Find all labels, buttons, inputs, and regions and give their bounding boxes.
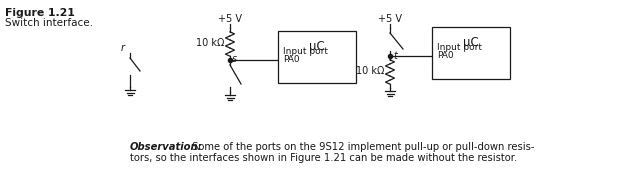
Text: PA0: PA0 bbox=[283, 55, 300, 64]
Text: PA0: PA0 bbox=[437, 51, 454, 60]
Text: Input port: Input port bbox=[437, 43, 482, 52]
Text: t: t bbox=[393, 51, 397, 61]
Text: r: r bbox=[121, 43, 125, 53]
Bar bbox=[432, 27, 510, 79]
Text: μC: μC bbox=[463, 36, 479, 49]
Text: tors, so the interfaces shown in Figure 1.21 can be made without the resistor.: tors, so the interfaces shown in Figure … bbox=[130, 153, 517, 163]
Text: Figure 1.21: Figure 1.21 bbox=[5, 8, 75, 18]
Text: μC: μC bbox=[309, 40, 325, 53]
Text: Input port: Input port bbox=[283, 47, 328, 56]
Text: +5 V: +5 V bbox=[218, 14, 242, 24]
Text: +5 V: +5 V bbox=[378, 14, 402, 24]
Text: 10 kΩ: 10 kΩ bbox=[356, 66, 384, 76]
Text: 10 kΩ: 10 kΩ bbox=[196, 38, 224, 48]
Text: s: s bbox=[232, 54, 237, 64]
Text: Observation:: Observation: bbox=[130, 142, 203, 152]
Text: Some of the ports on the 9S12 implement pull-up or pull-down resis-: Some of the ports on the 9S12 implement … bbox=[189, 142, 535, 152]
Text: Switch interface.: Switch interface. bbox=[5, 18, 93, 28]
Bar bbox=[278, 31, 356, 83]
